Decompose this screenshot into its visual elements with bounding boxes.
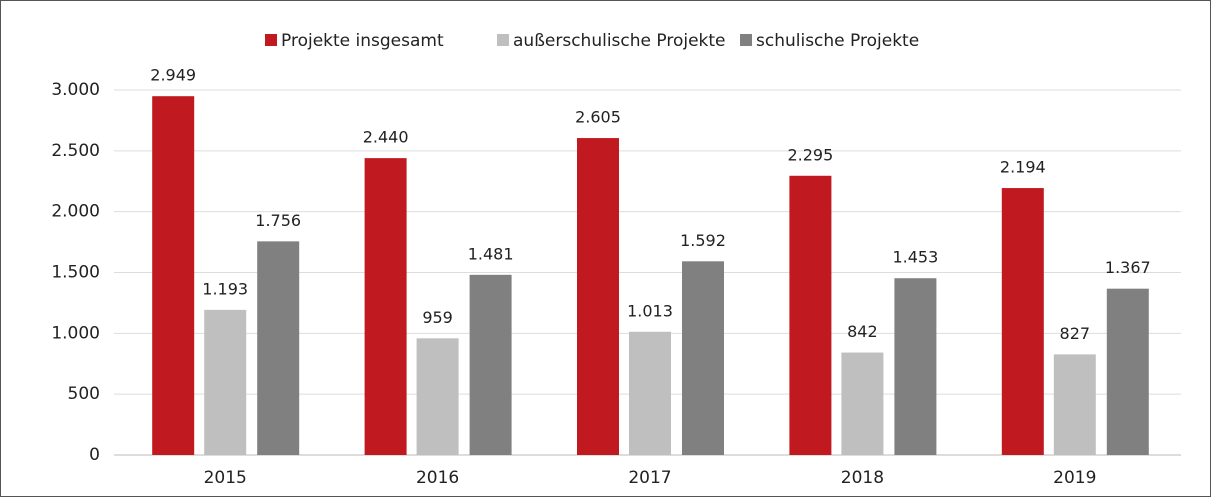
- bar: [682, 261, 724, 455]
- data-label: 2.440: [363, 128, 409, 147]
- y-tick-label: 1.500: [51, 263, 100, 283]
- legend-swatch: [740, 34, 752, 46]
- data-label: 2.295: [787, 145, 833, 164]
- bar: [257, 241, 300, 455]
- data-label: 959: [422, 308, 453, 327]
- bar: [364, 158, 407, 455]
- y-tick-label: 2.000: [51, 202, 100, 222]
- bar: [894, 278, 937, 455]
- data-label: 1.756: [255, 211, 301, 230]
- data-label: 2.605: [575, 108, 621, 127]
- data-label: 1.481: [468, 244, 514, 263]
- data-label: 2.949: [150, 66, 196, 85]
- x-tick-label: 2018: [841, 468, 884, 488]
- data-label: 2.194: [1000, 158, 1046, 177]
- y-tick-label: 0: [89, 445, 100, 465]
- bar: [629, 331, 671, 455]
- x-tick-label: 2019: [1053, 468, 1096, 488]
- legend-swatch: [265, 34, 277, 46]
- data-label: 827: [1060, 324, 1091, 343]
- y-tick-label: 1.000: [51, 323, 100, 343]
- legend-label: außerschulische Projekte: [513, 31, 726, 51]
- x-tick-label: 2016: [416, 468, 459, 488]
- bar: [1053, 354, 1096, 455]
- data-label: 1.193: [202, 279, 248, 298]
- bar: [416, 338, 459, 455]
- bar: [841, 352, 884, 455]
- legend-label: schulische Projekte: [756, 31, 919, 51]
- y-tick-label: 2.500: [51, 141, 100, 161]
- data-label: 1.013: [627, 301, 673, 320]
- y-tick-label: 500: [68, 384, 100, 404]
- data-label: 1.592: [680, 231, 726, 250]
- legend-label: Projekte insgesamt: [281, 31, 444, 51]
- data-label: 842: [847, 322, 878, 341]
- x-tick-label: 2015: [204, 468, 247, 488]
- bar: [1106, 288, 1149, 455]
- bar: [469, 274, 512, 455]
- bar: [152, 96, 195, 455]
- data-label: 1.367: [1105, 258, 1151, 277]
- bar: [577, 138, 619, 455]
- x-tick-label: 2017: [628, 468, 671, 488]
- legend-swatch: [497, 34, 509, 46]
- bar: [789, 175, 832, 455]
- bar: [1001, 188, 1044, 455]
- y-tick-label: 3.000: [51, 80, 100, 100]
- bar: [204, 309, 247, 455]
- data-label: 1.453: [892, 248, 938, 267]
